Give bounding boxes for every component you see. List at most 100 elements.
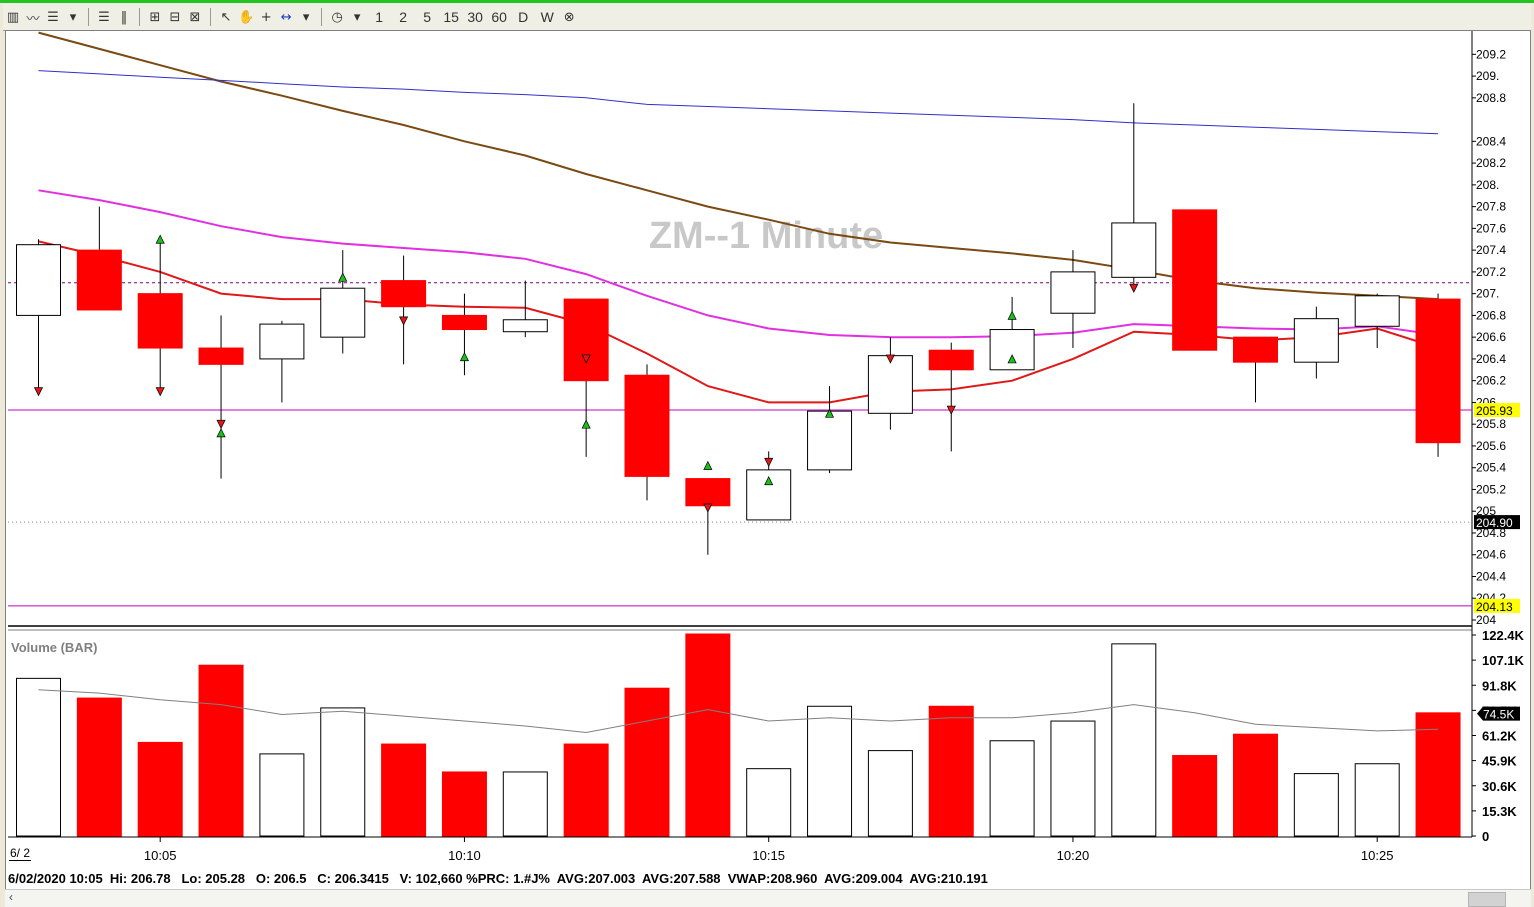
- price-tag-label: 205.93: [1476, 404, 1513, 418]
- y-tick-label: 209.: [1476, 69, 1499, 83]
- y-tick-label: 208.4: [1476, 134, 1506, 148]
- buy-signal-marker: [824, 408, 835, 418]
- buy-signal-marker: [338, 272, 348, 282]
- clock-icon[interactable]: ◷: [331, 9, 343, 25]
- volume-bar: [76, 697, 122, 837]
- y-tick-label: 207.2: [1476, 265, 1506, 279]
- price-tag: [1474, 515, 1520, 530]
- volume-average-line: [38, 689, 1439, 734]
- horizontal-scrollbar[interactable]: ‹: [5, 889, 1531, 907]
- y-tick-label: 204: [1476, 613, 1496, 627]
- close-icon[interactable]: ⊗: [563, 9, 575, 25]
- up-candle: [502, 319, 548, 333]
- pointer-icon[interactable]: ↖: [220, 9, 232, 25]
- volume-bar: [259, 753, 305, 837]
- zoom-out-icon[interactable]: ⊟: [169, 9, 181, 25]
- sell-signal-marker: [155, 387, 165, 397]
- zoom-box-icon[interactable]: ⊞: [149, 9, 161, 25]
- y-tick-label: 205: [1476, 504, 1496, 518]
- sell-signal-marker: [946, 405, 956, 415]
- up-candle: [320, 287, 366, 338]
- toolbar-divider: [139, 8, 140, 26]
- chevron-down-icon[interactable]: ▾: [353, 9, 361, 25]
- buy-signal-marker: [1007, 310, 1017, 320]
- interval-2-button[interactable]: 2: [399, 9, 408, 25]
- chevron-down-icon[interactable]: ▾: [69, 9, 77, 25]
- volume-y-tick-label: 30.6K: [1482, 779, 1517, 794]
- down-candle: [137, 293, 183, 349]
- scroll-left-icon[interactable]: ‹: [9, 890, 13, 904]
- price-tag-label: 204.13: [1476, 600, 1513, 614]
- volume-bar: [441, 771, 487, 837]
- up-candle: [1293, 318, 1339, 363]
- sell-signal-marker: [764, 457, 774, 468]
- toolbar-divider: [210, 8, 211, 26]
- buy-signal-marker: [581, 419, 591, 429]
- zoom-fit-icon[interactable]: ⊠: [189, 9, 201, 25]
- down-candle: [1233, 336, 1278, 363]
- volume-bar: [807, 705, 853, 837]
- y-tick-label: 207.8: [1476, 200, 1506, 214]
- sell-signal-marker: [399, 316, 409, 326]
- y-tick-label: 206.4: [1476, 352, 1506, 366]
- measure-icon[interactable]: ↔: [280, 9, 292, 25]
- down-candle: [198, 347, 244, 365]
- scroll-thumb[interactable]: [1468, 892, 1506, 907]
- indicator-icon[interactable]: ☰: [47, 9, 59, 25]
- volume-y-tick-label: 122.4K: [1482, 628, 1525, 643]
- volume-bar: [867, 750, 913, 837]
- list-icon[interactable]: ☰: [98, 9, 110, 25]
- up-candle: [1050, 271, 1096, 314]
- volume-panel-title: Volume (BAR): [11, 640, 97, 655]
- up-candle: [16, 244, 61, 316]
- y-tick-label: 207.: [1476, 287, 1499, 301]
- buy-signal-marker: [155, 234, 165, 244]
- y-tick-label: 209.2: [1476, 47, 1506, 61]
- split-icon[interactable]: ‖: [120, 9, 128, 25]
- y-tick-label: 208.: [1476, 178, 1499, 192]
- interval-weekly-button[interactable]: W: [540, 9, 554, 25]
- interval-60-button[interactable]: 60: [491, 9, 507, 25]
- line-chart-icon[interactable]: 〰: [26, 11, 40, 27]
- y-tick-label: 208.8: [1476, 91, 1506, 105]
- interval-15-button[interactable]: 15: [443, 9, 459, 25]
- price-tag: [1474, 598, 1520, 613]
- down-candle: [381, 280, 427, 308]
- volume-y-tick-label: 0: [1482, 829, 1489, 844]
- hand-icon[interactable]: ✋: [238, 9, 255, 25]
- buy-signal-marker: [459, 351, 470, 362]
- interval-1-button[interactable]: 1: [375, 9, 384, 25]
- buy-signal-marker: [1007, 354, 1017, 364]
- interval-30-button[interactable]: 30: [467, 9, 483, 25]
- volume-y-tick-label: 91.8K: [1482, 678, 1517, 693]
- x-tick-label: 10:05: [144, 848, 177, 863]
- bar-chart-icon[interactable]: ▥: [6, 9, 20, 25]
- down-candle: [624, 374, 670, 477]
- y-tick-label: 206.6: [1476, 330, 1506, 344]
- volume-y-tick-label: 107.1K: [1482, 653, 1525, 668]
- buy-signal-marker: [703, 460, 713, 470]
- status-line: 6/02/2020 10:05 Hi: 206.78 Lo: 205.28 O:…: [8, 871, 988, 886]
- chart-toolbar: ▥ 〰 ☰ ▾ ☰ ‖ ⊞ ⊟ ⊠ ↖ ✋ + ↔ ▾ ◷ ▾ 1 2 5 15…: [3, 4, 1531, 31]
- chevron-down-icon[interactable]: ▾: [302, 9, 310, 25]
- up-candle: [1111, 222, 1157, 278]
- volume-bar: [137, 741, 183, 837]
- up-candle: [867, 355, 913, 414]
- buy-signal-marker: [764, 475, 774, 486]
- y-tick-label: 205.8: [1476, 417, 1506, 431]
- volume-bar: [1233, 733, 1278, 837]
- volume-bar: [198, 664, 244, 837]
- interval-daily-button[interactable]: D: [518, 9, 529, 25]
- up-candle: [989, 329, 1035, 371]
- volume-bar: [1050, 720, 1096, 837]
- x-tick-label: 10:10: [448, 848, 481, 863]
- crosshair-icon[interactable]: +: [260, 9, 272, 25]
- y-tick-label: 206.8: [1476, 308, 1506, 322]
- interval-5-button[interactable]: 5: [423, 9, 432, 25]
- volume-bar: [746, 768, 792, 837]
- up-candle: [1354, 295, 1400, 327]
- y-tick-label: 204.6: [1476, 548, 1506, 562]
- y-tick-label: 207.6: [1476, 221, 1506, 235]
- volume-bar: [381, 743, 427, 837]
